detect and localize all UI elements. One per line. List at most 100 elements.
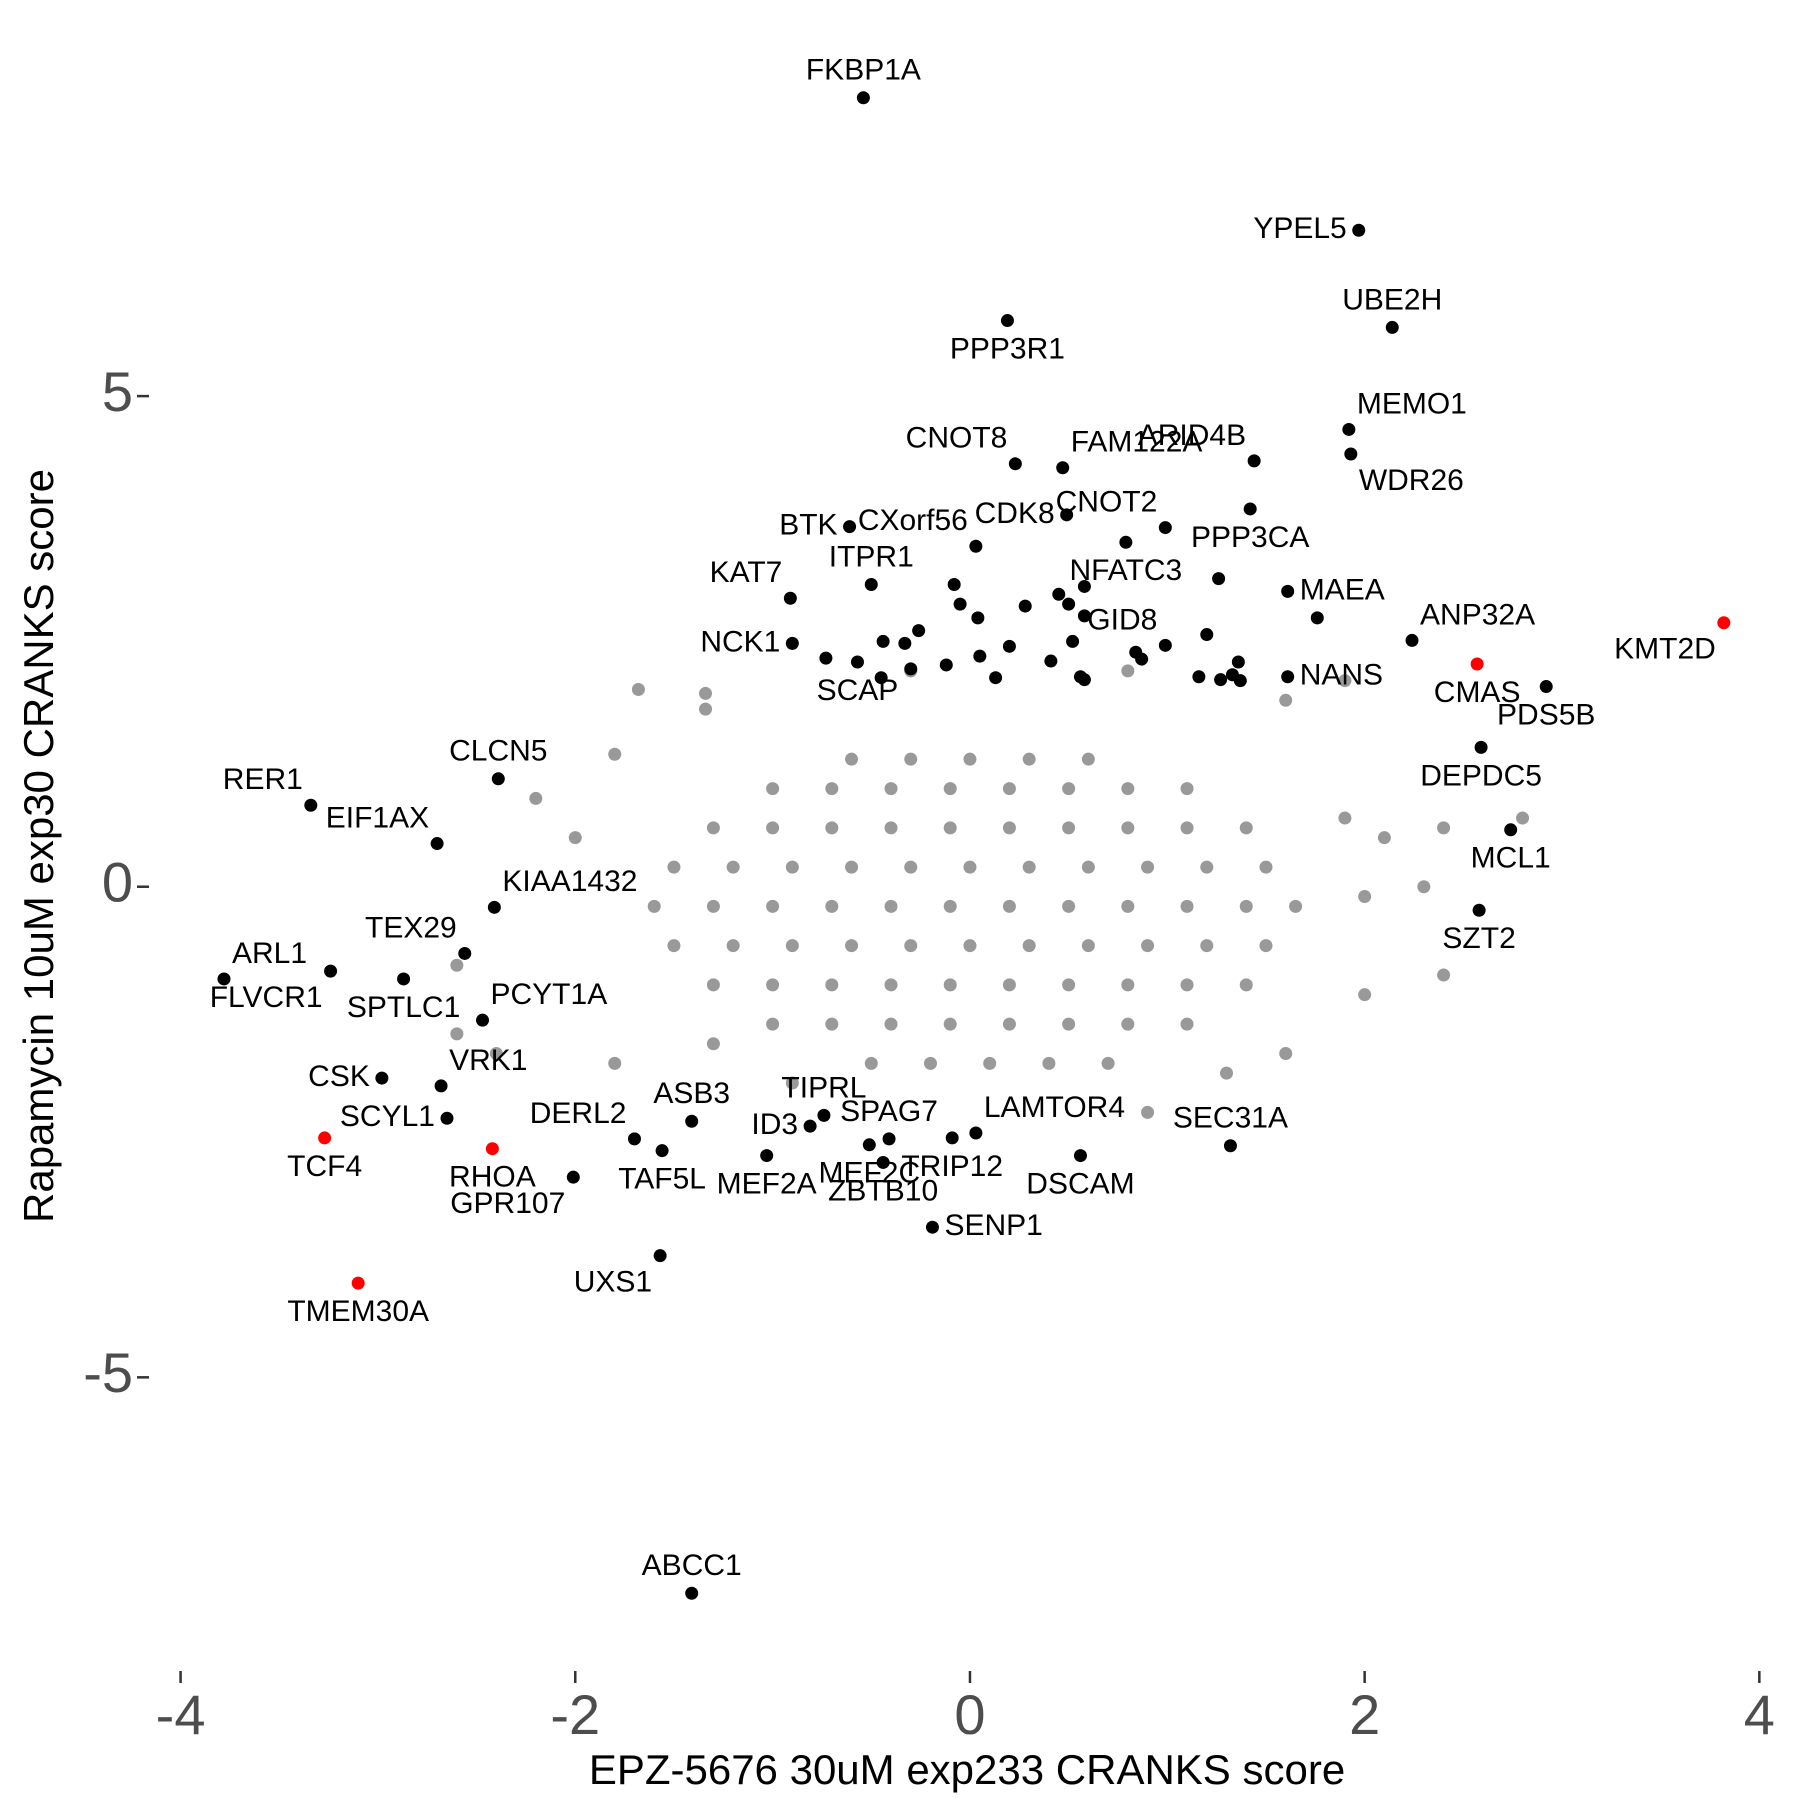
highlight-point — [1539, 680, 1553, 694]
highlight-point — [947, 577, 961, 591]
background-point — [825, 1017, 839, 1031]
point-label: TAF5L — [618, 1163, 706, 1196]
background-point — [647, 899, 661, 913]
highlight-point — [1119, 535, 1133, 549]
point-label: PDS5B — [1497, 698, 1595, 731]
highlight-point — [1077, 673, 1091, 687]
background-point — [699, 686, 713, 700]
background-point — [1022, 860, 1036, 874]
background-point — [983, 1056, 997, 1070]
point-label: CLCN5 — [449, 735, 547, 768]
background-point — [785, 939, 799, 953]
point-label: PCYT1A — [491, 978, 608, 1011]
background-point — [568, 831, 582, 845]
point-label: SCAP — [817, 674, 899, 707]
highlight-point — [1214, 673, 1228, 687]
highlight-point — [1066, 634, 1080, 648]
point-label: KAT7 — [710, 556, 783, 589]
background-point — [766, 899, 780, 913]
background-point — [1200, 860, 1214, 874]
background-point — [943, 1017, 957, 1031]
background-point — [943, 899, 957, 913]
highlight-point — [491, 772, 505, 786]
background-point — [1377, 831, 1391, 845]
background-point — [1239, 899, 1253, 913]
background-point — [699, 702, 713, 716]
background-point — [1022, 939, 1036, 953]
point-label: ARID4B — [1138, 419, 1246, 452]
point-label: YPEL5 — [1253, 212, 1346, 245]
background-point — [845, 860, 859, 874]
background-point — [1042, 1056, 1056, 1070]
background-point — [1062, 1017, 1076, 1031]
point-label: ARL1 — [232, 937, 307, 970]
point-label: EIF1AX — [326, 801, 429, 834]
highlight-point — [1247, 454, 1261, 468]
background-point — [845, 752, 859, 766]
highlight-point — [1405, 633, 1419, 647]
highlight-point — [685, 1586, 699, 1600]
point-label: SCYL1 — [340, 1100, 435, 1133]
highlight-point — [1158, 638, 1172, 652]
background-point — [1358, 890, 1372, 904]
background-point — [825, 978, 839, 992]
background-point — [608, 1056, 622, 1070]
highlight-point — [318, 1131, 332, 1145]
highlight-point — [655, 1144, 669, 1158]
background-point — [1141, 939, 1155, 953]
highlight-point — [912, 624, 926, 638]
background-point — [1516, 811, 1530, 825]
background-point — [1259, 939, 1273, 953]
background-point — [1239, 821, 1253, 835]
point-label: ITPR1 — [829, 540, 914, 573]
background-point — [845, 939, 859, 953]
highlight-point — [862, 1138, 876, 1152]
point-label: GID8 — [1087, 603, 1157, 636]
point-label: NFATC3 — [1069, 554, 1182, 587]
background-point — [706, 821, 720, 835]
highlight-point — [1200, 628, 1214, 642]
highlight-point — [1281, 670, 1295, 684]
highlight-point — [1385, 320, 1399, 334]
point-label: ANP32A — [1420, 598, 1535, 631]
highlight-point — [874, 671, 888, 685]
highlight-point — [304, 798, 318, 812]
point-label: CSK — [308, 1060, 370, 1093]
background-point — [667, 939, 681, 953]
highlight-point — [969, 539, 983, 553]
highlight-point — [397, 972, 411, 986]
background-point — [1062, 782, 1076, 796]
background-point — [1121, 978, 1135, 992]
highlight-point — [1474, 740, 1488, 754]
highlight-point — [1060, 508, 1074, 522]
background-point — [450, 1027, 464, 1041]
highlight-point — [939, 658, 953, 672]
background-point — [726, 939, 740, 953]
background-point — [1141, 1105, 1155, 1119]
background-point — [1358, 988, 1372, 1002]
highlight-point — [904, 662, 918, 676]
highlight-point — [876, 634, 890, 648]
highlight-point — [1223, 1139, 1237, 1153]
highlight-point — [1000, 314, 1014, 328]
highlight-point — [324, 964, 338, 978]
background-point — [1022, 752, 1036, 766]
highlight-point — [973, 649, 987, 663]
highlight-point — [1052, 587, 1066, 601]
point-label: CMAS — [1434, 676, 1521, 709]
point-label: ZBTB10 — [828, 1174, 938, 1207]
highlight-point — [685, 1114, 699, 1128]
highlight-point — [819, 651, 833, 665]
point-label: TCF4 — [287, 1150, 362, 1183]
point-label: KIAA1432 — [502, 865, 637, 898]
highlight-point — [1044, 654, 1058, 668]
x-tick-label: 4 — [1744, 1683, 1775, 1746]
point-label: ABCC1 — [642, 1549, 742, 1582]
background-point — [1062, 821, 1076, 835]
background-point — [904, 939, 918, 953]
highlight-point — [1281, 584, 1295, 598]
point-label: FLVCR1 — [210, 981, 323, 1014]
background-point — [785, 1076, 799, 1090]
point-label: TRIP12 — [901, 1150, 1003, 1183]
background-point — [825, 782, 839, 796]
